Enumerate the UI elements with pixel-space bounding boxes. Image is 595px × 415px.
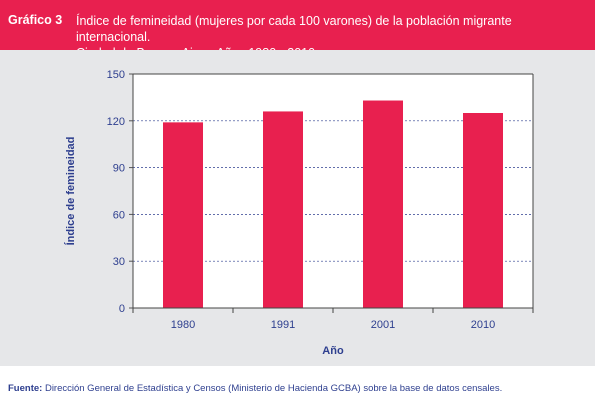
source-note: Fuente: Dirección General de Estadística… — [8, 383, 502, 394]
chart-title-line-1: Índice de femineidad (mujeres por cada 1… — [76, 14, 512, 44]
y-tick-label: 0 — [119, 303, 125, 315]
x-axis-title: Año — [322, 345, 344, 357]
x-tick-label: 1980 — [171, 319, 195, 331]
x-tick-label: 1991 — [271, 319, 295, 331]
x-tick-label: 2010 — [471, 319, 495, 331]
bar-chart: 0 30 60 90 120 150 1980 1991 2001 2010 Año Índice d… — [64, 69, 534, 357]
figure-label: Gráfico 3 — [8, 13, 63, 27]
y-tick-label: 60 — [113, 209, 125, 221]
source-text: Dirección General de Estadística y Censo… — [42, 383, 503, 394]
footer: Fuente: Dirección General de Estadística… — [0, 366, 595, 415]
source-label: Fuente: — [8, 383, 43, 394]
bar-2001 — [363, 100, 403, 308]
y-tick-label: 30 — [113, 256, 125, 268]
chart-header: Gráfico 3 Índice de femineidad (mujeres … — [0, 0, 595, 60]
y-tick-label: 120 — [107, 116, 125, 128]
y-tick-label: 150 — [107, 69, 125, 81]
bar-1991 — [263, 111, 303, 308]
bar-2010 — [463, 113, 503, 308]
chart-panel: 0 30 60 90 120 150 1980 1991 2001 2010 Año Índice d… — [0, 50, 595, 366]
x-tick-label: 2001 — [371, 319, 395, 331]
bar-1980 — [163, 122, 203, 308]
y-tick-label: 90 — [113, 163, 125, 175]
y-axis-title: Índice de femineidad — [64, 137, 77, 246]
